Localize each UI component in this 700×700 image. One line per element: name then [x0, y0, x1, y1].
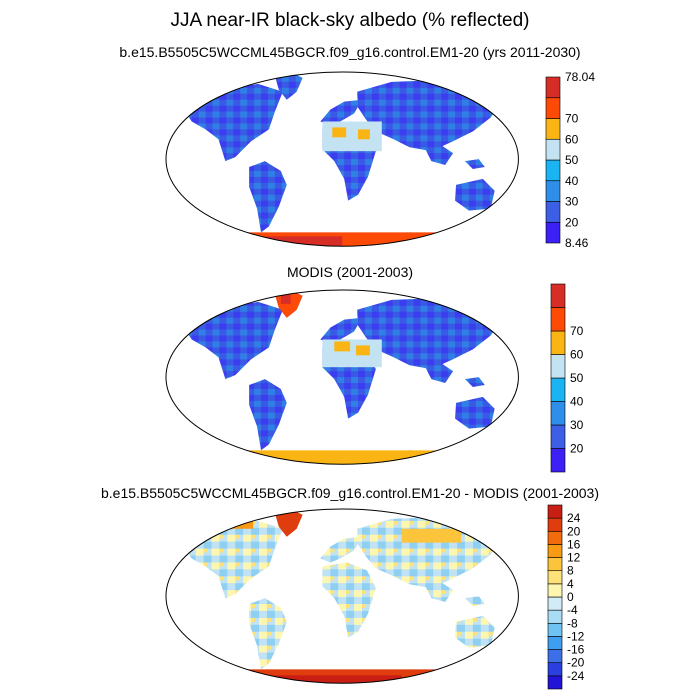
colorbar-2-label: 60	[570, 348, 584, 362]
colorbar-3-label: 16	[567, 537, 581, 551]
colorbar-1-swatch	[545, 180, 561, 202]
colorbar-1-swatch	[545, 118, 561, 140]
colorbar-3-swatch	[547, 609, 563, 624]
colorbar-1-swatch	[545, 138, 561, 161]
colorbar-3-label: -24	[567, 669, 585, 683]
colorbar-2-label: 20	[570, 442, 584, 456]
colorbar-2-swatch	[550, 377, 566, 402]
colorbar-2-label: 70	[570, 324, 584, 338]
colorbar-1-label: 70	[565, 112, 579, 126]
colorbar-3-swatch	[547, 622, 563, 637]
colorbar-2-swatch	[550, 307, 566, 332]
colorbar-3-label: 4	[567, 577, 574, 591]
colorbar-1-label: 50	[565, 153, 579, 167]
colorbar-3-label: 0	[567, 590, 574, 604]
colorbar-2-swatch	[550, 424, 566, 449]
colorbar-1-label: 8.46	[565, 236, 589, 250]
colorbar-3-swatch	[547, 504, 563, 519]
colorbar-3-swatch	[547, 662, 563, 677]
colorbar-3-swatch	[547, 636, 563, 650]
colorbar-1-label: 20	[565, 215, 579, 229]
colorbar-1-swatch	[545, 159, 561, 182]
colorbar-3-swatch	[547, 649, 563, 664]
colorbar-1-swatch	[545, 201, 561, 223]
colorbar-3-label: -8	[567, 616, 578, 630]
colorbar-3-label: 20	[567, 524, 581, 538]
colorbar-3-swatch	[547, 557, 563, 572]
colorbar-3-label: -16	[567, 643, 585, 657]
colorbar-3-label: -12	[567, 629, 585, 643]
colorbar-3-label: -20	[567, 656, 585, 670]
colorbar-1-swatch	[545, 97, 561, 119]
map-panel-1	[165, 71, 519, 247]
colorbar-2-swatch	[550, 354, 566, 379]
main-title: JJA near-IR black-sky albedo (% reflecte…	[170, 10, 530, 31]
colorbar-2-swatch	[550, 401, 566, 426]
map-panel-2	[165, 289, 519, 465]
colorbar-1-swatch	[545, 76, 561, 99]
colorbar-1-label: 40	[565, 174, 579, 188]
panel1-subtitle: b.e15.B5505C5WCCML45BGCR.f09_g16.control…	[119, 44, 581, 60]
panel2-subtitle: MODIS (2001-2003)	[286, 264, 414, 280]
map-panel-3	[165, 508, 519, 684]
colorbar-2-swatch	[550, 448, 566, 473]
colorbar-3-swatch	[547, 544, 563, 558]
colorbar-1-label: 60	[565, 132, 579, 146]
colorbar-2-label: 40	[570, 395, 584, 409]
colorbar-3-label: 8	[567, 564, 574, 578]
colorbar-1-label: 30	[565, 195, 579, 209]
colorbar-3-swatch	[547, 583, 563, 598]
colorbar-3-swatch	[547, 530, 563, 545]
colorbar-3-label: -4	[567, 603, 578, 617]
panel3-subtitle: b.e15.B5505C5WCCML45BGCR.f09_g16.control…	[100, 485, 600, 501]
colorbar-2-swatch	[550, 283, 566, 308]
colorbar-2: 20 30 40 50 60 70	[550, 283, 584, 473]
colorbar-3-label: 12	[567, 551, 581, 565]
colorbar-3-swatch	[547, 675, 563, 690]
colorbar-3-swatch	[547, 517, 563, 532]
colorbar-2-label: 30	[570, 418, 584, 432]
colorbar-3-swatch	[547, 570, 563, 585]
colorbar-1-label: 78.04	[565, 70, 595, 84]
colorbar-3-label: 24	[567, 511, 581, 525]
colorbar-1-swatch	[545, 221, 561, 244]
colorbar-1: 8.46 20 30 40 50 60 70 78.04	[545, 70, 595, 250]
colorbar-3-swatch	[547, 596, 563, 611]
colorbar-2-label: 50	[570, 371, 584, 385]
colorbar-2-swatch	[550, 330, 566, 355]
